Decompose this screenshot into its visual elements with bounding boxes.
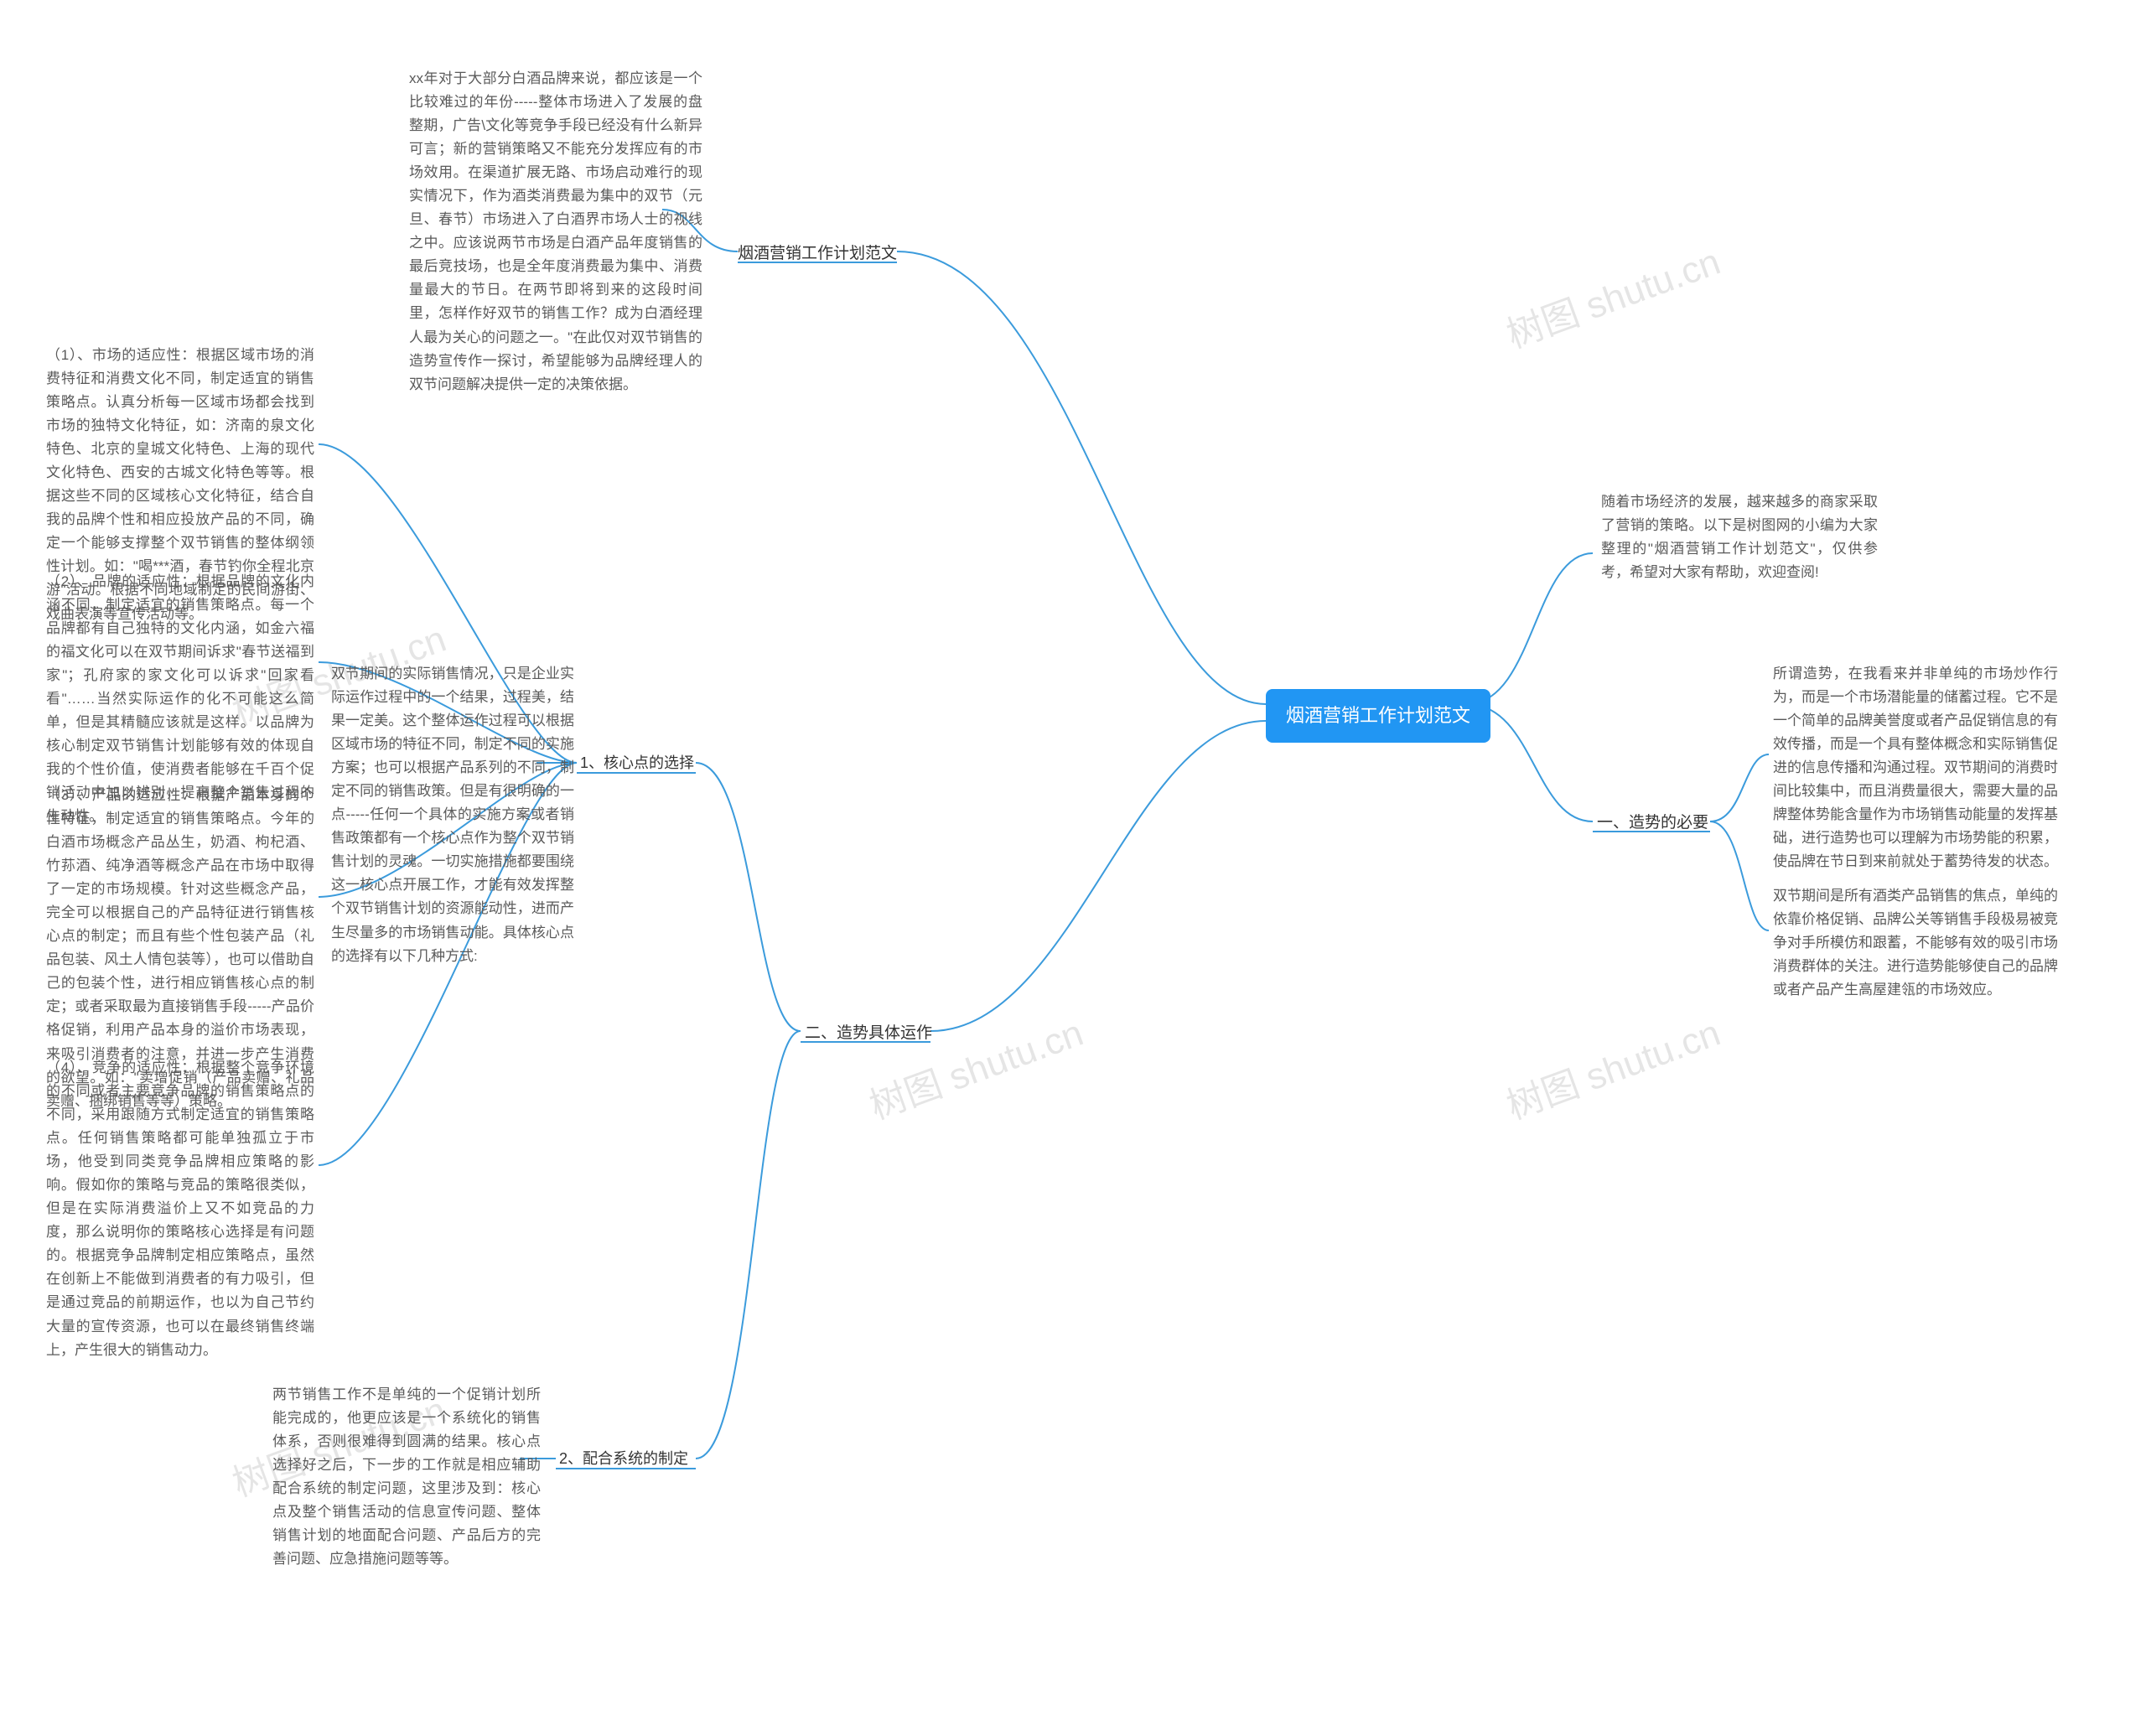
para-top: xx年对于大部分白酒品牌来说，都应该是一个比较难过的年份-----整体市场进入了…	[409, 67, 702, 396]
watermark: 树图 shutu.cn	[1498, 231, 1726, 358]
branch-label-1[interactable]: 一、造势的必要	[1597, 810, 1708, 836]
para-1-1: 所谓造势，在我看来并非单纯的市场炒作行为，而是一个市场潜能量的储蓄过程。它不是一…	[1773, 662, 2058, 873]
sub-label-2-2[interactable]: 2、配合系统的制定	[559, 1447, 688, 1472]
para-2-2: 两节销售工作不是单纯的一个促销计划所能完成的，他更应该是一个系统化的销售体系，否…	[272, 1383, 541, 1571]
para-2-1-item4: （4）、竞争的适应性：根据整个竞争环境的不同或者主要竞争品牌的销售策略点的不同，…	[46, 1056, 314, 1362]
para-intro: 随着市场经济的发展，越来越多的商家采取了营销的策略。以下是树图网的小编为大家整理…	[1601, 490, 1878, 584]
watermark: 树图 shutu.cn	[1498, 1003, 1726, 1129]
sub-label-2-1[interactable]: 1、核心点的选择	[580, 751, 694, 776]
branch-label-top[interactable]: 烟酒营销工作计划范文	[738, 241, 897, 267]
para-1-2: 双节期间是所有酒类产品销售的焦点，单纯的依靠价格促销、品牌公关等销售手段极易被竞…	[1773, 884, 2058, 1002]
para-2-1-main: 双节期间的实际销售情况，只是企业实际运作过程中的一个结果，过程美，结果一定美。这…	[331, 662, 574, 968]
branch-label-2[interactable]: 二、造势具体运作	[805, 1020, 932, 1046]
center-node[interactable]: 烟酒营销工作计划范文	[1266, 689, 1490, 743]
